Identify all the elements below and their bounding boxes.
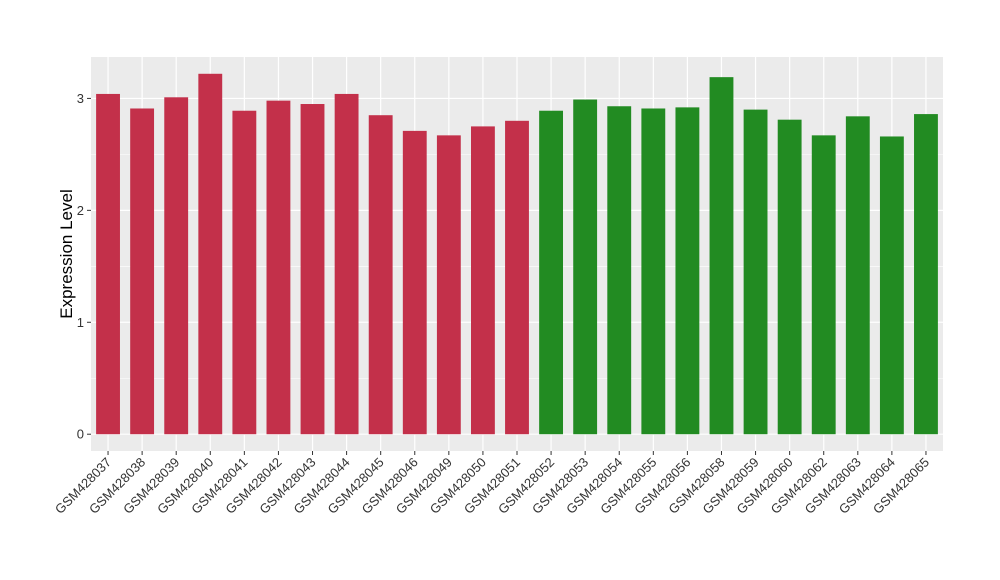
bar [879,136,904,435]
bar [368,115,393,435]
bar [539,110,564,435]
bar [505,120,529,435]
bar [96,93,120,435]
bar [743,109,768,435]
bar [573,99,598,435]
bar [300,104,325,435]
bar [402,130,427,435]
bar [470,126,495,435]
bar [130,108,155,435]
bar [914,114,938,435]
x-axis: GSM428037GSM428038GSM428039GSM428040GSM4… [52,451,932,517]
y-axis: 0 1 2 3 [77,91,91,442]
bar [709,77,734,435]
bar [436,135,461,435]
y-tick-label: 0 [77,427,84,442]
bar [607,106,632,435]
y-tick-label: 1 [77,315,84,330]
bar [266,100,291,435]
bars [96,73,938,435]
bar [232,110,257,435]
bar [164,97,189,435]
bar [675,107,700,435]
bar [334,93,359,435]
y-tick-label: 2 [77,203,84,218]
bar [845,116,870,435]
bar [641,108,666,435]
y-tick-label: 3 [77,91,84,106]
bar [777,119,802,435]
bar [811,135,836,435]
bar [198,73,223,435]
y-axis-title: Expression Level [57,189,76,318]
